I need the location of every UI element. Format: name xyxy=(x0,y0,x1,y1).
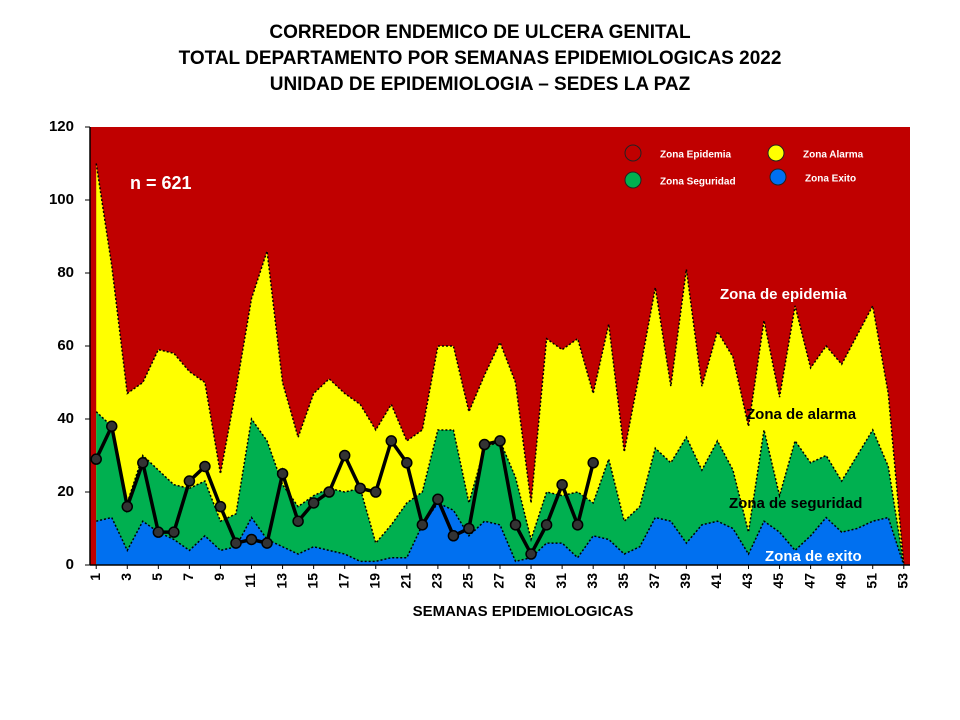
case-point xyxy=(183,475,196,487)
legend-label: Zona Seguridad xyxy=(660,177,736,188)
annotation: Zona de seguridad xyxy=(729,495,862,512)
case-point xyxy=(338,449,351,462)
case-point xyxy=(401,457,413,469)
legend-marker xyxy=(769,168,787,186)
y-tick-label: 60 xyxy=(57,337,74,354)
y-tick-label: 80 xyxy=(57,264,74,281)
case-point xyxy=(105,420,118,433)
zone-area xyxy=(96,502,904,565)
case-point xyxy=(509,519,522,531)
x-tick-label: 21 xyxy=(398,573,414,589)
y-tick-label: 20 xyxy=(57,483,74,500)
case-point xyxy=(214,500,227,513)
x-tick-label: 13 xyxy=(273,573,289,589)
x-tick-label: 31 xyxy=(553,573,569,589)
case-point xyxy=(121,500,134,513)
zone-outline xyxy=(95,163,905,566)
legend-marker xyxy=(624,171,642,189)
x-tick-label: 19 xyxy=(366,573,382,589)
x-tick-label: 47 xyxy=(801,573,817,589)
x-tick-label: 1 xyxy=(87,573,103,581)
legend-label: Zona Epidemia xyxy=(660,150,732,161)
case-point xyxy=(556,478,568,491)
case-point xyxy=(354,482,366,495)
annotation: Zona de alarma xyxy=(746,406,857,423)
case-point xyxy=(478,438,491,451)
x-tick-label: 37 xyxy=(646,573,662,589)
case-point xyxy=(494,435,506,447)
x-tick-label: 41 xyxy=(708,573,724,589)
x-tick-label: 9 xyxy=(211,573,227,581)
legend-label: Zona Exito xyxy=(805,174,856,185)
case-point xyxy=(463,522,475,535)
annotation: Zona de epidemia xyxy=(720,286,847,303)
case-point xyxy=(370,486,382,498)
x-tick-label: 39 xyxy=(677,573,693,589)
x-tick-label: 51 xyxy=(863,573,879,589)
case-point xyxy=(199,460,211,473)
case-point xyxy=(432,493,444,506)
y-tick-label: 40 xyxy=(57,410,74,427)
x-tick-label: 23 xyxy=(429,573,445,589)
x-tick-label: 53 xyxy=(894,573,910,589)
x-tick-label: 29 xyxy=(522,573,538,589)
x-axis-label: SEMANAS EPIDEMIOLOGICAS xyxy=(413,603,634,620)
legend-marker xyxy=(767,144,785,162)
x-tick-label: 3 xyxy=(118,573,134,581)
case-point xyxy=(90,453,102,465)
case-point xyxy=(571,519,584,531)
x-tick-label: 35 xyxy=(615,573,631,589)
zone-area xyxy=(96,163,904,565)
case-point xyxy=(525,548,537,560)
x-tick-label: 5 xyxy=(149,573,165,581)
case-point xyxy=(261,537,273,549)
x-tick-label: 17 xyxy=(335,573,351,589)
case-point xyxy=(230,537,242,549)
case-point xyxy=(323,486,335,498)
annotation: Zona de exito xyxy=(765,548,862,565)
case-point xyxy=(540,519,553,531)
x-tick-label: 43 xyxy=(739,573,755,589)
case-point xyxy=(168,526,180,538)
chart-title: UNIDAD DE EPIDEMIOLOGIA – SEDES LA PAZ xyxy=(270,74,691,95)
chart-title: CORREDOR ENDEMICO DE ULCERA GENITAL xyxy=(269,22,691,43)
case-point xyxy=(137,457,149,469)
zone-outline xyxy=(96,502,905,566)
y-tick-label: 120 xyxy=(49,118,74,135)
chart-title: TOTAL DEPARTAMENTO POR SEMANAS EPIDEMIOL… xyxy=(179,48,782,69)
annotation: n = 621 xyxy=(130,173,192,193)
case-point xyxy=(307,497,320,509)
x-tick-label: 7 xyxy=(180,573,196,581)
x-tick-label: 27 xyxy=(491,573,507,589)
x-tick-label: 45 xyxy=(770,573,786,589)
case-point xyxy=(276,468,289,480)
x-tick-label: 49 xyxy=(832,573,848,589)
y-tick-label: 0 xyxy=(66,556,74,573)
case-point xyxy=(447,530,460,542)
case-point xyxy=(152,526,165,538)
y-tick-label: 100 xyxy=(49,191,74,208)
case-point xyxy=(385,435,398,447)
x-tick-label: 25 xyxy=(460,573,476,589)
x-tick-label: 11 xyxy=(242,573,258,588)
case-point xyxy=(416,519,429,531)
legend-marker xyxy=(624,144,642,162)
case-point xyxy=(587,457,599,469)
legend-label: Zona Alarma xyxy=(803,150,864,161)
case-point xyxy=(292,515,304,527)
case-point xyxy=(245,533,258,546)
x-tick-label: 33 xyxy=(584,573,600,589)
x-tick-label: 15 xyxy=(304,573,320,589)
